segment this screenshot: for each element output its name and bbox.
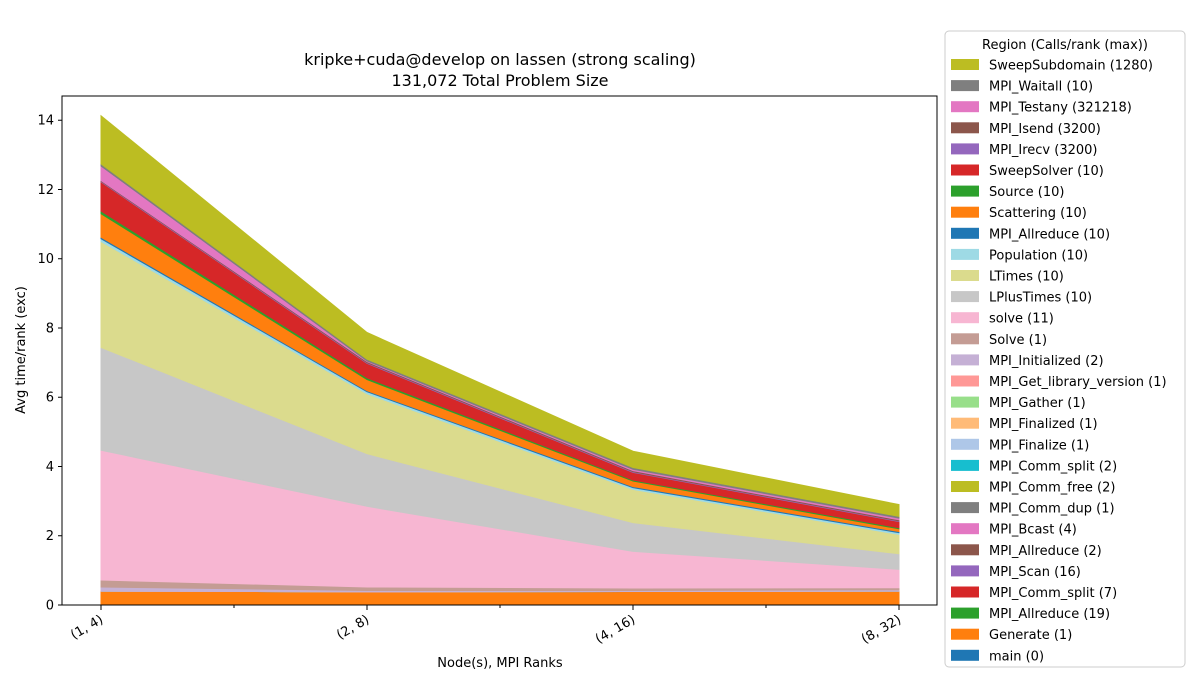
legend-swatch [951,101,979,113]
legend-label: MPI_Finalize (1) [989,438,1089,453]
legend-swatch [951,607,979,619]
y-tick-label: 4 [46,460,54,475]
legend-swatch [951,565,979,577]
legend-label: Solve (1) [989,333,1047,348]
legend-swatch [951,544,979,556]
legend-swatch [951,248,979,260]
y-tick-label: 10 [37,252,54,267]
legend-label: Source (10) [989,185,1064,200]
legend-box [944,30,1186,668]
y-axis: 0 2 4 6 8 10 12 14 [37,114,62,614]
y-tick-label: 6 [46,391,54,406]
legend-label: MPI_Initialized (2) [989,354,1104,369]
legend-label: Population (10) [989,248,1088,263]
legend-items: SweepSubdomain (1280) MPI_Waitall (10) MPI… [951,59,1167,664]
legend-swatch [951,459,979,471]
legend-label: MPI_Comm_split (7) [989,586,1117,601]
legend-swatch [951,375,979,387]
legend-label: Generate (1) [989,628,1072,643]
stacked-areas [100,114,900,606]
legend-label: MPI_Gather (1) [989,396,1086,411]
legend-swatch [951,396,979,408]
y-tick-label: 0 [46,599,54,614]
legend-swatch [951,628,979,640]
y-axis-label: Avg time/rank (exc) [14,286,29,414]
legend-title: Region (Calls/rank (max)) [982,38,1148,53]
legend-swatch [951,270,979,281]
x-axis-label: Node(s), MPI Ranks [437,656,563,671]
y-tick-label: 14 [37,114,54,129]
y-tick-label: 8 [46,321,54,336]
legend-swatch [951,164,979,176]
legend-label: main (0) [989,649,1044,664]
legend-swatch [951,227,979,239]
legend-label: MPI_Waitall (10) [989,80,1093,95]
legend-label: MPI_Allreduce (10) [989,227,1110,242]
x-tick-label: (4, 16) [593,612,638,647]
legend-label: MPI_Finalized (1) [989,417,1098,432]
legend-swatch [951,417,979,429]
legend-label: solve (11) [989,312,1054,327]
legend-label: SweepSolver (10) [989,164,1104,179]
legend-label: LPlusTimes (10) [989,291,1092,306]
legend-label: MPI_Irecv (3200) [989,143,1097,158]
legend-swatch [951,354,979,366]
legend-label: Scattering (10) [989,206,1087,221]
y-tick-label: 12 [37,183,54,198]
legend-label: MPI_Bcast (4) [989,523,1077,538]
legend-label: MPI_Comm_dup (1) [989,502,1115,517]
x-tick-label: (8, 32) [859,612,904,647]
x-tick-label: (1, 4) [68,612,106,642]
x-axis: (1, 4) (2, 8) (4, 16) (8, 32) [68,605,904,647]
legend-swatch [951,291,979,303]
legend-swatch [951,143,979,155]
legend-swatch [951,523,979,535]
area-series-28 [100,114,900,517]
area-series-1 [100,590,900,605]
legend-label: MPI_Allreduce (19) [989,607,1110,622]
legend-label: MPI_Isend (3200) [989,122,1101,137]
legend-swatch [951,312,979,324]
legend-swatch [951,59,979,70]
legend-label: MPI_Allreduce (2) [989,544,1102,559]
legend-swatch [951,80,979,92]
legend-label: MPI_Comm_split (2) [989,459,1117,474]
legend-swatch [951,438,979,450]
legend-label: MPI_Testany (321218) [989,101,1132,116]
chart-title: kripke+cuda@develop on lassen (strong sc… [304,50,696,69]
legend-swatch [951,185,979,197]
legend-swatch [951,206,979,218]
legend-swatch [951,333,979,345]
legend-swatch [951,502,979,514]
y-tick-label: 2 [46,529,54,544]
x-tick-label: (2, 8) [334,612,372,642]
legend-swatch [951,649,979,661]
chart-subtitle: 131,072 Total Problem Size [391,71,608,90]
legend-swatch [951,481,979,492]
legend-label: MPI_Scan (16) [989,565,1081,580]
legend-swatch [951,122,979,134]
legend-label: MPI_Comm_free (2) [989,481,1115,496]
legend-swatch [951,586,979,598]
legend-label: SweepSubdomain (1280) [989,59,1153,74]
legend: Region (Calls/rank (max)) SweepSubdomain… [944,30,1186,668]
legend-label: MPI_Get_library_version (1) [989,375,1167,390]
legend-label: LTimes (10) [989,270,1064,285]
